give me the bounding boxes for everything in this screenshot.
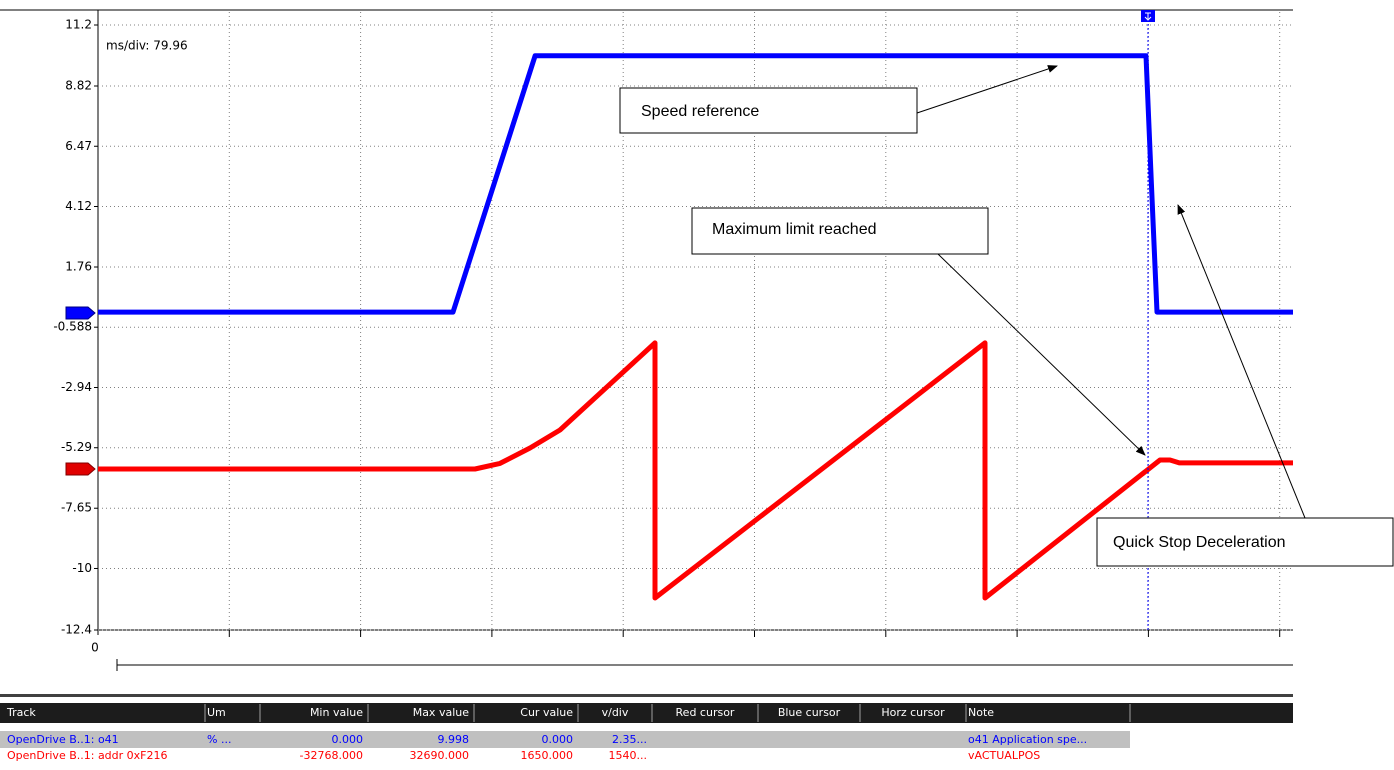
column-header: Horz cursor bbox=[881, 706, 945, 719]
table-cell: -32768.000 bbox=[300, 749, 363, 762]
plot-area: 11.2 8.82 6.47 4.12 1.76 -0.588 -2.94 -5.29 -7.6… bbox=[53, 12, 1293, 655]
table-cell: vACTUALPOS bbox=[968, 749, 1040, 762]
column-header: Red cursor bbox=[676, 706, 735, 719]
table-cell: % ... bbox=[207, 733, 231, 746]
track-table: Track Um Min value Max value Cur value v/div R… bbox=[6, 704, 1131, 762]
table-cell: 0.000 bbox=[332, 733, 364, 746]
table-cell: 0.000 bbox=[542, 733, 574, 746]
table-separator bbox=[0, 694, 1293, 697]
y-tick-label: 1.76 bbox=[65, 260, 92, 274]
table-cell: 32690.000 bbox=[410, 749, 470, 762]
column-header: Max value bbox=[413, 706, 470, 719]
annotation: Quick Stop Deceleration bbox=[1113, 534, 1286, 551]
table-cell: OpenDrive B..1: addr 0xF216 bbox=[7, 749, 168, 762]
annotation-box bbox=[1096, 517, 1394, 567]
y-tick-label: 4.12 bbox=[65, 199, 92, 213]
column-header: Track bbox=[6, 706, 36, 719]
annotation-arrow bbox=[937, 253, 1146, 456]
annotation-arrow bbox=[916, 65, 1058, 114]
y-tick-label: -10 bbox=[72, 561, 92, 575]
table-cell: o41 Application spe... bbox=[968, 733, 1087, 746]
red-channel-marker bbox=[65, 462, 96, 476]
series-line bbox=[98, 53, 1293, 315]
table-cell: 1540... bbox=[609, 749, 647, 762]
annotation-box bbox=[619, 87, 918, 134]
table-cell: 9.998 bbox=[438, 733, 470, 746]
y-tick-label: 11.2 bbox=[65, 18, 92, 32]
y-tick-label: -5.29 bbox=[61, 440, 92, 454]
column-header: Blue cursor bbox=[778, 706, 841, 719]
column-header: Cur value bbox=[520, 706, 573, 719]
annotation: Maximum limit reached bbox=[712, 221, 876, 238]
y-tick-label: -12.4 bbox=[61, 623, 92, 637]
y-tick-label: -7.65 bbox=[61, 501, 92, 515]
y-tick-label: -0.588 bbox=[53, 320, 92, 334]
ms-div-label: ms/div: 79.96 bbox=[106, 39, 188, 53]
column-header: Min value bbox=[310, 706, 363, 719]
blue-channel-marker bbox=[65, 306, 96, 320]
table-cell: 1650.000 bbox=[521, 749, 574, 762]
x-tick-label: 0 bbox=[91, 641, 99, 655]
annotation-arrow bbox=[1177, 204, 1306, 519]
annotation: Speed reference bbox=[641, 103, 759, 120]
y-tick-label: 8.82 bbox=[65, 79, 92, 93]
annotation-box bbox=[691, 207, 989, 255]
table-header bbox=[0, 703, 1293, 723]
cursor-icon bbox=[1144, 12, 1152, 21]
selected-row bbox=[0, 731, 1130, 748]
column-header: Um bbox=[207, 706, 226, 719]
column-header: v/div bbox=[602, 706, 629, 719]
table-cell: OpenDrive B..1: o41 bbox=[7, 733, 119, 746]
column-header: Note bbox=[968, 706, 994, 719]
y-tick-label: -2.94 bbox=[61, 380, 92, 394]
y-tick-label: 6.47 bbox=[65, 139, 92, 153]
table-cell: 2.35... bbox=[612, 733, 647, 746]
series-line bbox=[98, 340, 1293, 601]
